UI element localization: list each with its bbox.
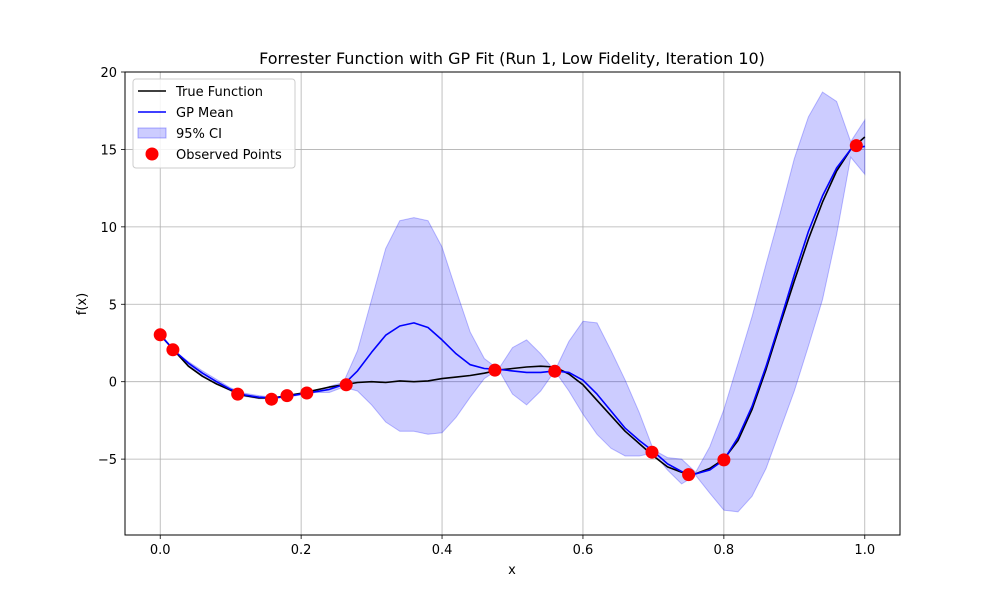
y-tick-label: 5 <box>109 298 117 313</box>
observed-point <box>849 139 863 153</box>
legend: True Function GP Mean 95% CI Observed Point… <box>132 78 296 169</box>
legend-frame <box>132 78 296 169</box>
y-axis-ticks: −5 0 5 10 15 20 <box>98 66 125 468</box>
legend-ci-label: 95% CI <box>176 127 222 142</box>
legend-true-function-label: True Function <box>175 85 263 100</box>
observed-point <box>488 363 502 377</box>
x-tick-label: 0.4 <box>432 543 453 558</box>
plot-frame <box>124 71 901 536</box>
observed-points-layer <box>153 139 863 482</box>
legend-gp-mean-label: GP Mean <box>176 106 233 121</box>
observed-point <box>682 468 696 482</box>
observed-point <box>717 453 731 467</box>
x-axis-ticks: 0.0 0.2 0.4 0.6 0.8 1.0 <box>150 535 875 558</box>
observed-point <box>300 386 314 400</box>
y-tick-label: 20 <box>100 66 117 81</box>
x-tick-label: 0.0 <box>150 543 171 558</box>
y-tick-label: 10 <box>100 221 117 236</box>
chart-title: Forrester Function with GP Fit (Run 1, L… <box>259 49 765 68</box>
x-tick-label: 0.8 <box>714 543 735 558</box>
observed-point <box>153 328 167 342</box>
x-axis-label: x <box>508 563 516 578</box>
observed-point <box>280 389 294 403</box>
observed-point <box>339 378 353 392</box>
observed-point <box>265 392 278 406</box>
x-tick-label: 0.2 <box>291 543 312 558</box>
x-tick-label: 0.6 <box>573 543 594 558</box>
observed-point <box>166 343 180 357</box>
legend-ci-swatch <box>137 127 167 139</box>
y-tick-label: 0 <box>109 376 117 391</box>
observed-point <box>231 387 245 401</box>
legend-observed-swatch <box>145 147 159 161</box>
y-axis-label: f(x) <box>75 293 90 315</box>
observed-point <box>548 364 562 378</box>
y-tick-label: 15 <box>100 143 117 158</box>
observed-point <box>645 445 659 459</box>
y-tick-label: −5 <box>98 453 117 468</box>
legend-observed-label: Observed Points <box>176 148 282 163</box>
x-tick-label: 1.0 <box>854 543 875 558</box>
